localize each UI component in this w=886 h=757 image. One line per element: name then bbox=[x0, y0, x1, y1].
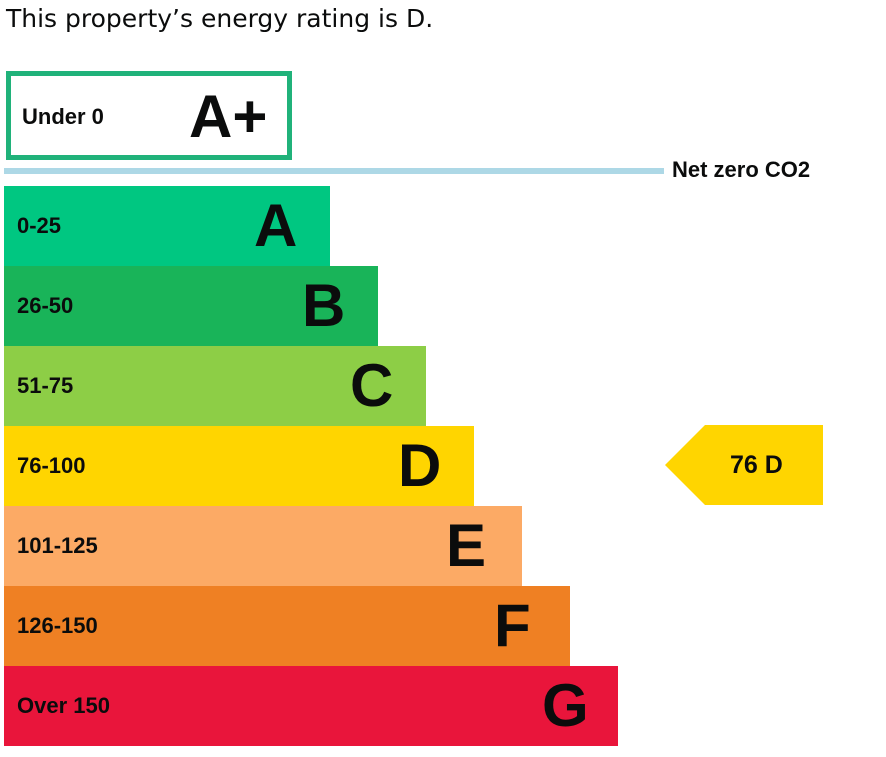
band-c-range-label: 51-75 bbox=[17, 373, 74, 398]
band-aplus-range-label: Under 0 bbox=[22, 104, 104, 129]
band-f-letter: F bbox=[494, 592, 531, 659]
band-aplus: Under 0 A+ bbox=[6, 71, 292, 160]
band-d-range-label: 76-100 bbox=[17, 453, 86, 478]
band-f: 126-150 F bbox=[4, 586, 570, 666]
band-c-letter: C bbox=[350, 352, 394, 419]
band-a-letter: A bbox=[254, 192, 298, 259]
band-d-letter: D bbox=[398, 432, 442, 499]
band-e-letter: E bbox=[446, 512, 487, 579]
band-b-range-label: 26-50 bbox=[17, 293, 74, 318]
current-rating-label: 76 D bbox=[730, 451, 783, 479]
band-g-range-label: Over 150 bbox=[17, 693, 110, 718]
band-e: 101-125 E bbox=[4, 506, 522, 586]
band-c: 51-75 C bbox=[4, 346, 426, 426]
band-d: 76-100 D bbox=[4, 426, 474, 506]
band-e-range-label: 101-125 bbox=[17, 533, 98, 558]
energy-rating-summary: This property’s energy rating is D. bbox=[6, 4, 434, 33]
band-b: 26-50 B bbox=[4, 266, 378, 346]
net-zero-label: Net zero CO2 bbox=[672, 157, 811, 182]
band-a-range-label: 0-25 bbox=[17, 213, 62, 238]
band-g-letter: G bbox=[542, 672, 589, 739]
band-a: 0-25 A bbox=[4, 186, 330, 266]
band-g: Over 150 G bbox=[4, 666, 618, 746]
net-zero-divider-line bbox=[4, 168, 664, 174]
band-f-range-label: 126-150 bbox=[17, 613, 98, 638]
band-aplus-letter: A+ bbox=[189, 83, 268, 150]
band-b-letter: B bbox=[302, 272, 346, 339]
